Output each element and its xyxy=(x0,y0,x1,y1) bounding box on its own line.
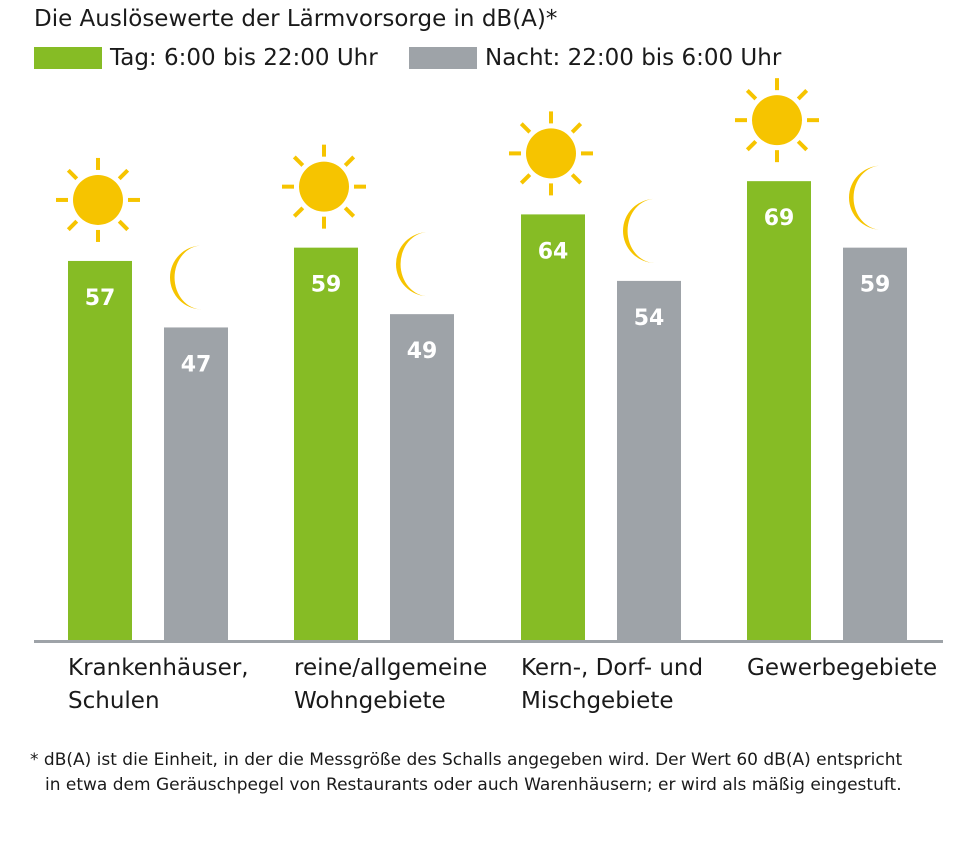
moon-icon xyxy=(623,198,655,263)
data-label-night-4: 59 xyxy=(860,273,891,298)
bar-day-3 xyxy=(521,214,585,640)
bar-night-4 xyxy=(843,247,907,640)
moon-icon xyxy=(396,232,428,297)
moon-icon xyxy=(849,165,881,230)
moon-icon xyxy=(170,245,202,310)
footnote-line-2: in etwa dem Geräuschpegel von Restaurant… xyxy=(45,775,902,795)
legend-item-night: Nacht: 22:00 bis 6:00 Uhr xyxy=(409,44,781,72)
bar-night-1 xyxy=(164,327,228,640)
bar-day-2 xyxy=(294,247,358,640)
data-label-night-1: 47 xyxy=(181,352,212,377)
category-label-mischgebiete: Kern-, Dorf- und Mischgebiete xyxy=(521,655,704,714)
data-label-day-4: 69 xyxy=(764,206,795,231)
data-label-day-1: 57 xyxy=(85,286,116,311)
category-label-gewerbegebiete: Gewerbegebiete xyxy=(747,655,938,681)
category-label-krankenhaeuser: Krankenhäuser, Schulen xyxy=(68,655,249,714)
sun-icon xyxy=(735,78,819,163)
legend-item-day: Tag: 6:00 bis 22:00 Uhr xyxy=(34,44,378,72)
data-label-night-3: 54 xyxy=(634,306,665,331)
legend-swatch-day xyxy=(34,47,102,69)
footnote: * dB(A) ist die Einheit, in der die Mess… xyxy=(30,748,950,798)
chart-title: Die Auslösewerte der Lärmvorsorge in dB(… xyxy=(34,6,558,32)
data-label-night-2: 49 xyxy=(407,339,438,364)
sun-icon xyxy=(282,144,366,229)
bar-day-4 xyxy=(747,181,811,640)
data-label-day-2: 59 xyxy=(311,273,342,298)
sun-icon xyxy=(56,157,140,242)
x-axis-line xyxy=(34,640,943,643)
legend-label-night: Nacht: 22:00 bis 6:00 Uhr xyxy=(485,45,782,71)
bar-night-2 xyxy=(390,314,454,640)
sun-icon xyxy=(509,111,593,196)
category-label-wohngebiete: reine/allgemeine Wohngebiete xyxy=(294,655,488,714)
bar-day-1 xyxy=(68,260,132,640)
bar-night-3 xyxy=(617,280,681,640)
legend-swatch-night xyxy=(409,47,477,69)
data-label-day-3: 64 xyxy=(538,239,569,264)
footnote-line-1: * dB(A) ist die Einheit, in der die Mess… xyxy=(30,750,903,770)
legend-label-day: Tag: 6:00 bis 22:00 Uhr xyxy=(110,45,378,71)
